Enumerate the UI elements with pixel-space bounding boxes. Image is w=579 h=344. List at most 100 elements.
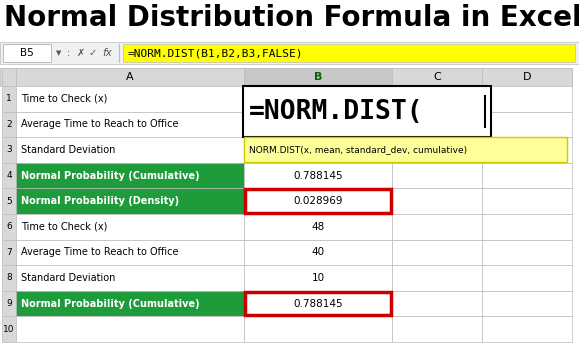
Bar bbox=[244, 137, 392, 163]
Bar bbox=[482, 163, 572, 189]
Text: 6: 6 bbox=[6, 222, 12, 231]
Text: 4: 4 bbox=[6, 171, 12, 180]
Text: 3: 3 bbox=[6, 146, 12, 154]
Bar bbox=[244, 137, 567, 162]
Bar bbox=[482, 265, 572, 291]
Bar bbox=[2, 137, 16, 163]
Text: 48: 48 bbox=[312, 222, 325, 232]
Bar bbox=[16, 316, 244, 342]
Text: Average Time to Reach to Office: Average Time to Reach to Office bbox=[21, 247, 178, 257]
Text: 7: 7 bbox=[6, 248, 12, 257]
Text: 5: 5 bbox=[6, 197, 12, 206]
Bar bbox=[244, 316, 392, 342]
Text: ✓: ✓ bbox=[89, 48, 97, 58]
Text: fx: fx bbox=[102, 48, 112, 58]
Bar bbox=[482, 316, 572, 342]
Text: D: D bbox=[523, 72, 532, 82]
Bar bbox=[0, 42, 579, 64]
Bar bbox=[244, 163, 392, 189]
Bar bbox=[123, 44, 575, 62]
Text: ✗: ✗ bbox=[77, 48, 85, 58]
Bar bbox=[2, 68, 16, 86]
Text: 2: 2 bbox=[6, 120, 12, 129]
Text: Normal Distribution Formula in Excel: Normal Distribution Formula in Excel bbox=[4, 4, 579, 32]
Bar bbox=[392, 240, 482, 265]
Bar bbox=[16, 291, 244, 316]
Bar bbox=[482, 291, 572, 316]
Text: Average Time to Reach to Office: Average Time to Reach to Office bbox=[21, 119, 178, 129]
Bar bbox=[482, 137, 572, 163]
Text: Normal Probability (Cumulative): Normal Probability (Cumulative) bbox=[21, 171, 200, 181]
Bar bbox=[245, 190, 391, 213]
Bar bbox=[16, 240, 244, 265]
Text: :: : bbox=[67, 48, 71, 58]
Bar bbox=[244, 214, 392, 240]
Bar bbox=[392, 189, 482, 214]
Text: 0.028969: 0.028969 bbox=[293, 196, 343, 206]
Bar bbox=[16, 86, 244, 111]
Bar bbox=[392, 214, 482, 240]
Text: Time to Check (x): Time to Check (x) bbox=[21, 222, 107, 232]
Bar bbox=[392, 68, 482, 86]
Bar bbox=[16, 189, 244, 214]
Bar bbox=[2, 240, 16, 265]
Bar bbox=[2, 189, 16, 214]
Text: C: C bbox=[433, 72, 441, 82]
Bar bbox=[482, 86, 572, 111]
Bar bbox=[245, 292, 391, 315]
Text: 0.788145: 0.788145 bbox=[293, 171, 343, 181]
Text: Time to Check (x): Time to Check (x) bbox=[21, 94, 107, 104]
Text: Standard Deviation: Standard Deviation bbox=[21, 145, 115, 155]
Bar bbox=[2, 86, 16, 111]
Bar bbox=[2, 111, 16, 137]
Bar bbox=[392, 291, 482, 316]
Text: =NORM.DIST(: =NORM.DIST( bbox=[249, 99, 424, 125]
Bar bbox=[3, 44, 51, 62]
Bar bbox=[244, 86, 392, 111]
Text: =NORM.DIST(B1,B2,B3,FALSE): =NORM.DIST(B1,B2,B3,FALSE) bbox=[128, 48, 303, 58]
Text: 40: 40 bbox=[312, 247, 325, 257]
Text: B5: B5 bbox=[20, 48, 34, 58]
Bar bbox=[16, 214, 244, 240]
Text: Standard Deviation: Standard Deviation bbox=[21, 273, 115, 283]
Bar bbox=[482, 68, 572, 86]
Bar bbox=[16, 68, 244, 86]
Text: 1: 1 bbox=[6, 94, 12, 103]
Bar bbox=[482, 240, 572, 265]
Bar bbox=[482, 214, 572, 240]
Text: 10: 10 bbox=[312, 273, 325, 283]
Bar bbox=[244, 68, 392, 86]
Bar bbox=[16, 163, 244, 189]
Text: NORM.DIST(x, mean, standard_dev, cumulative): NORM.DIST(x, mean, standard_dev, cumulat… bbox=[249, 145, 467, 154]
Bar bbox=[392, 86, 482, 111]
Bar bbox=[392, 163, 482, 189]
Bar bbox=[2, 291, 16, 316]
Text: 9: 9 bbox=[6, 299, 12, 308]
Bar bbox=[244, 240, 392, 265]
Bar bbox=[244, 111, 392, 137]
Bar bbox=[392, 316, 482, 342]
Text: 0.788145: 0.788145 bbox=[293, 299, 343, 309]
Bar bbox=[2, 163, 16, 189]
Bar bbox=[244, 189, 392, 214]
Text: 10: 10 bbox=[3, 325, 14, 334]
Bar bbox=[16, 137, 244, 163]
Bar bbox=[244, 291, 392, 316]
Bar bbox=[482, 111, 572, 137]
Bar bbox=[392, 265, 482, 291]
Bar bbox=[2, 316, 16, 342]
Text: 8: 8 bbox=[6, 273, 12, 282]
Bar bbox=[2, 214, 16, 240]
Text: Normal Probability (Cumulative): Normal Probability (Cumulative) bbox=[21, 299, 200, 309]
Text: A: A bbox=[126, 72, 134, 82]
Text: Normal Probability (Density): Normal Probability (Density) bbox=[21, 196, 179, 206]
Bar bbox=[16, 265, 244, 291]
Bar bbox=[482, 189, 572, 214]
Text: ▼: ▼ bbox=[56, 50, 62, 56]
Bar bbox=[2, 265, 16, 291]
Text: B: B bbox=[314, 72, 322, 82]
Bar bbox=[245, 87, 391, 111]
Bar bbox=[16, 111, 244, 137]
Bar bbox=[392, 137, 482, 163]
Bar bbox=[244, 265, 392, 291]
